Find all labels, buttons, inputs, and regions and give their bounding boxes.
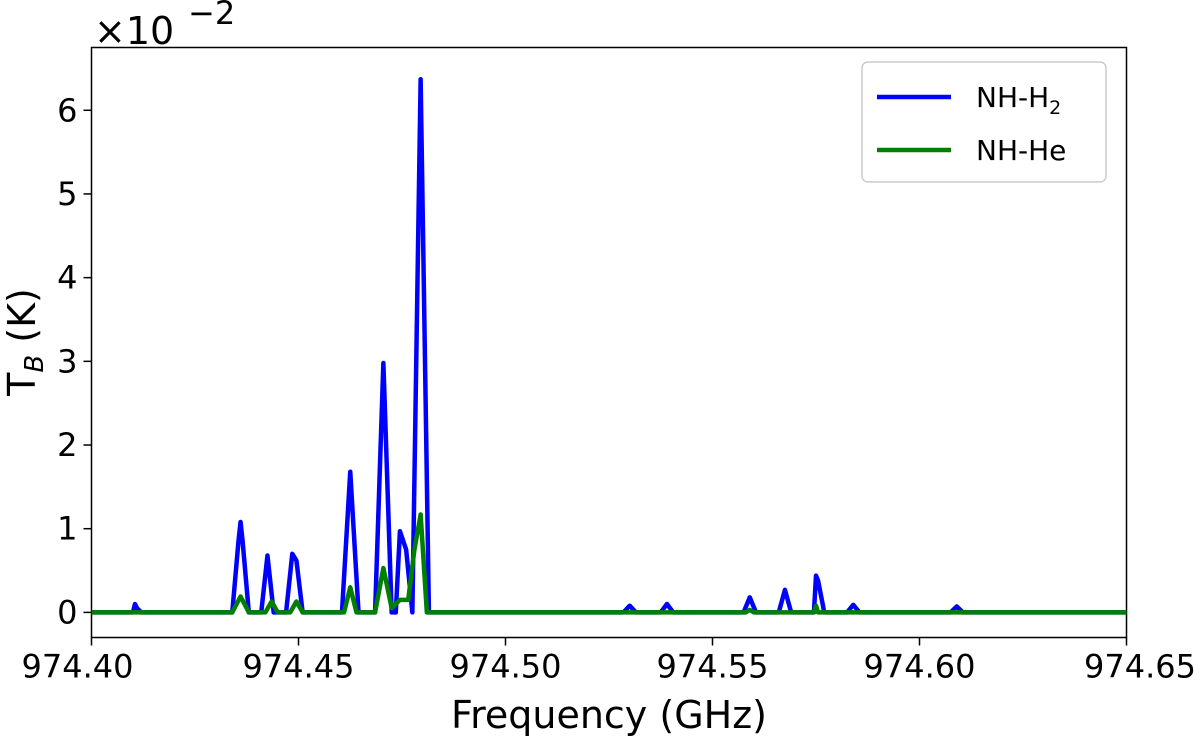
- x-tick-label: 974.65: [1084, 648, 1196, 686]
- legend-label-nh-h2: NH-H2: [976, 81, 1061, 119]
- y-axis-label-main: T: [0, 372, 44, 397]
- x-axis-label: Frequency (GHz): [451, 693, 767, 737]
- scale-factor-exponent: −2: [188, 0, 235, 32]
- y-axis-label-unit: (K): [0, 288, 44, 355]
- y-tick-label: 3: [57, 342, 77, 380]
- y-tick-label: 2: [57, 426, 77, 464]
- x-tick-label: 974.60: [864, 648, 976, 686]
- series-line-nh-he: [91, 512, 1127, 615]
- plot-frame: [90, 46, 1128, 639]
- legend: NH-H2 NH-He: [861, 61, 1107, 183]
- scale-factor-base: ×10: [94, 9, 174, 53]
- x-axis-ticks: 974.40 974.45 974.50 974.55 974.60 974.65: [22, 637, 1196, 686]
- y-axis-ticks: 0 1 2 3 4 5 6: [57, 91, 92, 631]
- series-lines: [91, 77, 1127, 615]
- x-tick-label: 974.45: [243, 648, 355, 686]
- y-axis-label-subscript: B: [20, 355, 50, 373]
- y-axis-label: TB (K): [0, 288, 50, 397]
- x-tick-label: 974.50: [450, 648, 562, 686]
- y-tick-label: 5: [57, 175, 77, 213]
- y-tick-label: 6: [57, 91, 77, 129]
- x-tick-label: 974.55: [657, 648, 769, 686]
- y-tick-label: 4: [57, 259, 77, 297]
- legend-label-nh-h2-main: NH-H: [976, 81, 1049, 114]
- legend-label-nh-h2-sub: 2: [1049, 97, 1061, 119]
- y-tick-label: 0: [57, 593, 77, 631]
- legend-label-nh-he: NH-He: [976, 134, 1066, 167]
- y-tick-label: 1: [57, 510, 77, 548]
- x-tick-label: 974.40: [22, 648, 134, 686]
